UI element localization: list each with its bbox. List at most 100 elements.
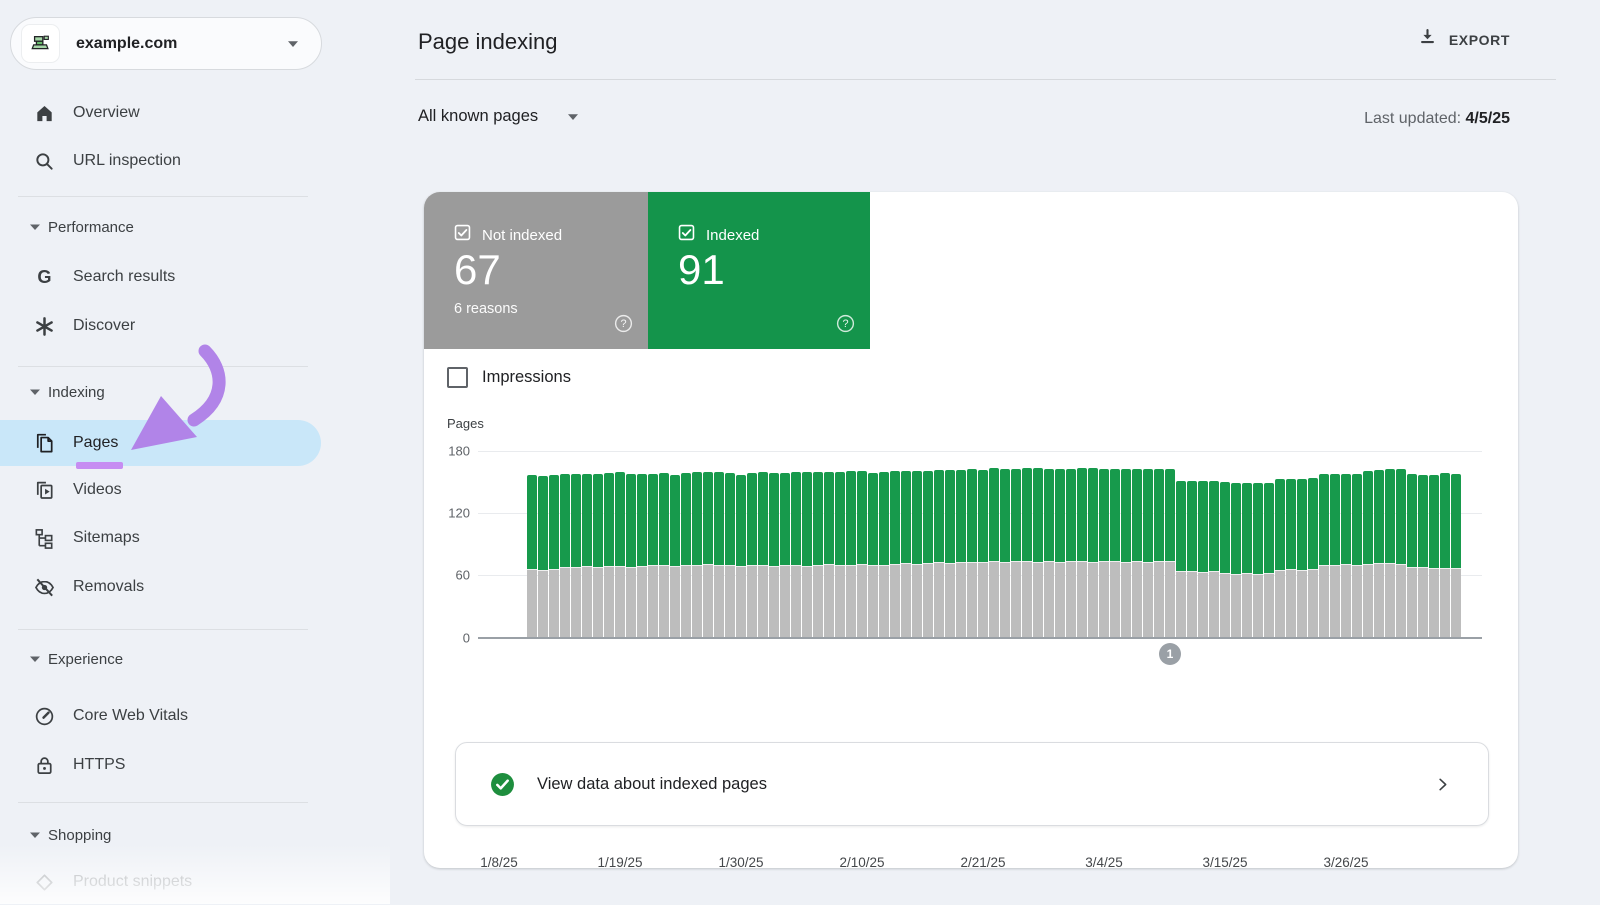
chart-x-tick-label: 3/26/25 (1323, 855, 1368, 870)
bar-segment-indexed (1429, 475, 1439, 568)
sidebar-item-url-inspection[interactable]: URL inspection (0, 138, 321, 184)
bar-segment-indexed (813, 472, 823, 565)
sidebar-item-removals[interactable]: Removals (0, 564, 321, 610)
bar-segment-not-indexed (1033, 562, 1043, 637)
bar-segment-indexed (1352, 474, 1362, 565)
sidebar-item-sitemaps[interactable]: Sitemaps (0, 515, 321, 561)
chart-bar (1198, 481, 1208, 637)
bar-segment-indexed (1209, 481, 1219, 571)
sidebar-divider (18, 366, 308, 367)
chart-bar (747, 473, 757, 637)
bar-segment-not-indexed (637, 566, 647, 637)
bar-segment-not-indexed (1055, 562, 1065, 637)
bar-segment-not-indexed (538, 570, 548, 637)
bar-segment-not-indexed (868, 565, 878, 637)
chart-y-tick-label: 180 (424, 444, 470, 459)
sidebar-item-videos[interactable]: Videos (0, 467, 321, 513)
chart-bar (923, 471, 933, 637)
chart-bar (593, 474, 603, 637)
bar-segment-not-indexed (1429, 568, 1439, 637)
help-icon[interactable]: ? (613, 313, 634, 334)
checkbox-checked-icon[interactable] (677, 223, 696, 247)
bar-segment-indexed (637, 474, 647, 566)
property-domain-label: example.com (76, 35, 177, 53)
pages-underline-annotation (76, 462, 123, 469)
chevron-down-icon (30, 656, 40, 662)
chart-bar (1396, 469, 1406, 637)
sidebar-item-product-snippets[interactable]: Product snippets (0, 859, 321, 905)
chart-bar (1110, 469, 1120, 637)
chart-bar (967, 469, 977, 637)
card-not-indexed-value: 67 (454, 247, 501, 293)
sidebar-item-label: Removals (73, 578, 144, 596)
chart-bar (769, 473, 779, 637)
chart-bar (857, 471, 867, 637)
chart-bar (1407, 474, 1417, 637)
chart-x-tick-label: 1/30/25 (718, 855, 763, 870)
bar-segment-indexed (736, 475, 746, 566)
chart-bar (648, 474, 658, 637)
download-icon (1417, 27, 1438, 53)
bar-segment-indexed (846, 471, 856, 565)
sidebar-item-https[interactable]: HTTPS (0, 742, 321, 788)
card-not-indexed[interactable]: Not indexed 67 6 reasons ? (424, 192, 648, 349)
sidebar-item-pages[interactable]: Pages (0, 420, 321, 466)
sidebar-item-discover[interactable]: Discover (0, 303, 321, 349)
lock-icon (32, 753, 56, 777)
bar-segment-indexed (615, 472, 625, 566)
bar-segment-indexed (659, 473, 669, 565)
chart-bar (1264, 483, 1274, 637)
bar-segment-not-indexed (791, 565, 801, 637)
bar-segment-not-indexed (1286, 569, 1296, 637)
chart-bar (879, 472, 889, 637)
bar-segment-indexed (769, 473, 779, 566)
view-indexed-data-button[interactable]: View data about indexed pages (455, 742, 1489, 826)
chart-x-tick-label: 1/8/25 (480, 855, 518, 870)
bar-segment-not-indexed (1363, 564, 1373, 637)
chart-bar (1308, 478, 1318, 637)
bar-segment-not-indexed (1385, 563, 1395, 637)
chart-bar (571, 474, 581, 637)
bar-segment-not-indexed (956, 562, 966, 637)
sidebar-item-overview[interactable]: Overview (0, 90, 321, 136)
bar-segment-not-indexed (560, 567, 570, 637)
bar-segment-not-indexed (681, 565, 691, 637)
bar-segment-not-indexed (1297, 570, 1307, 637)
chart-bar (736, 475, 746, 637)
annotation-marker[interactable]: 1 (1159, 643, 1181, 665)
bar-segment-not-indexed (813, 565, 823, 637)
chart-gridline (478, 513, 1482, 514)
checkbox-unchecked-icon[interactable] (447, 367, 468, 388)
sidebar-section-indexing[interactable]: Indexing (0, 371, 321, 413)
sidebar-item-core-web-vitals[interactable]: Core Web Vitals (0, 693, 321, 739)
sidebar-section-performance[interactable]: Performance (0, 206, 321, 248)
checkbox-checked-icon[interactable] (453, 223, 472, 247)
sidebar-section-experience[interactable]: Experience (0, 638, 321, 680)
page-filter-dropdown[interactable]: All known pages (418, 107, 579, 126)
gauge-icon (32, 704, 56, 728)
impressions-checkbox[interactable]: Impressions (447, 364, 571, 390)
chart-bar (1088, 468, 1098, 637)
bar-segment-indexed (1176, 481, 1186, 571)
bar-segment-indexed (1242, 483, 1252, 573)
export-button[interactable]: EXPORT (1417, 27, 1510, 53)
chart-bar (1132, 469, 1142, 637)
check-circle-icon (490, 772, 515, 797)
bar-segment-not-indexed (978, 562, 988, 637)
bar-segment-not-indexed (901, 563, 911, 637)
help-icon[interactable]: ? (835, 313, 856, 334)
card-indexed[interactable]: Indexed 91 ? (648, 192, 870, 349)
chart-bar (527, 475, 537, 637)
sidebar-section-shopping[interactable]: Shopping (0, 814, 321, 856)
bar-segment-not-indexed (703, 564, 713, 637)
chart-bar (1231, 483, 1241, 637)
impressions-label: Impressions (482, 368, 571, 387)
view-indexed-data-label: View data about indexed pages (537, 775, 767, 794)
chart-bar (538, 476, 548, 637)
chart-bar (681, 473, 691, 637)
sidebar-item-search-results[interactable]: GSearch results (0, 254, 321, 300)
bar-segment-indexed (593, 474, 603, 567)
property-selector[interactable]: example.com (10, 17, 322, 70)
chevron-down-icon (30, 224, 40, 230)
bar-segment-indexed (1088, 468, 1098, 562)
